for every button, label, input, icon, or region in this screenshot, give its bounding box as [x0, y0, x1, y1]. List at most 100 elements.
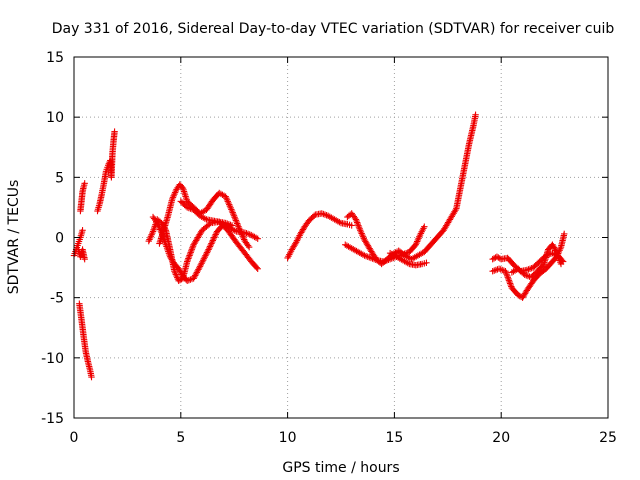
data-point [355, 223, 363, 231]
data-point [211, 234, 218, 241]
x-axis-label: GPS time / hours [282, 460, 399, 476]
x-tick-label: 0 [70, 430, 79, 446]
data-point [212, 231, 219, 238]
data-point [202, 252, 209, 259]
data-point [205, 246, 212, 253]
axis-ticks [73, 56, 609, 419]
data-point [507, 281, 514, 289]
data-point [310, 212, 318, 220]
x-tick-label: 20 [492, 430, 510, 446]
data-point [421, 223, 428, 230]
y-tick-label: -15 [41, 411, 64, 427]
data-point [504, 272, 511, 279]
data-point [230, 212, 238, 219]
data-point [203, 250, 210, 258]
data-point [234, 221, 242, 229]
data-point [353, 219, 361, 226]
data-point [201, 253, 208, 261]
data-point [354, 220, 361, 228]
data-point [505, 275, 512, 283]
data-point [356, 225, 363, 232]
data-point [254, 265, 261, 272]
data-point [188, 246, 196, 253]
data-point [204, 247, 211, 255]
data-point [208, 240, 215, 247]
x-tick-labels: 0 5 10 15 20 25 [70, 430, 617, 446]
data-point [490, 255, 498, 262]
y-tick-label: 5 [55, 170, 64, 186]
data-point [197, 261, 205, 269]
data-point [352, 216, 360, 223]
data-point [230, 210, 237, 218]
data-point [355, 222, 362, 229]
y-tick-label: 0 [55, 231, 64, 247]
data-point [233, 220, 241, 227]
y-axis-label: SDTVAR / TECUs [6, 180, 22, 295]
data-point [353, 217, 360, 225]
data-point [254, 235, 261, 242]
data-point [506, 280, 514, 287]
data-point [348, 222, 355, 229]
data-point [198, 260, 205, 267]
grid [74, 57, 608, 418]
x-tick-label: 15 [385, 430, 403, 446]
data-point [557, 260, 565, 268]
data-point [539, 261, 547, 269]
data-point [81, 255, 88, 263]
data-point [229, 209, 236, 216]
data-point [502, 267, 509, 275]
x-tick-label: 25 [599, 430, 617, 446]
y-tick-label: 15 [46, 50, 64, 66]
data-point [79, 227, 86, 234]
data-point [506, 278, 513, 286]
x-tick-label: 5 [176, 430, 185, 446]
data-point [505, 277, 513, 284]
data-point [452, 206, 459, 214]
data-point [232, 215, 239, 223]
data-point [211, 232, 219, 240]
data-point [188, 247, 195, 255]
y-tick-label: 10 [46, 110, 64, 126]
data-point [187, 249, 194, 256]
data-point [552, 247, 560, 254]
data-point [88, 373, 95, 381]
data-point [210, 235, 217, 243]
y-tick-label: -10 [41, 351, 64, 367]
data-point [208, 238, 216, 246]
data-point [184, 258, 191, 265]
data-point [502, 269, 510, 276]
data-point [233, 218, 240, 226]
data-point [185, 255, 192, 262]
data-point [228, 207, 236, 215]
data-point [81, 180, 88, 187]
data-point [228, 222, 236, 229]
data-point [231, 214, 238, 221]
y-tick-label: -5 [50, 291, 64, 307]
data-point [504, 274, 512, 281]
data-point [111, 128, 118, 135]
x-tick-label: 10 [279, 430, 297, 446]
data-point [206, 243, 214, 250]
data-point [203, 249, 211, 256]
data-point [184, 256, 191, 264]
data-point [207, 241, 214, 249]
data-point [253, 264, 260, 271]
data-point [561, 230, 568, 238]
data-point [186, 250, 194, 258]
data-point [196, 263, 204, 270]
data-point [503, 271, 510, 278]
data-point [196, 264, 203, 272]
data-point [495, 254, 502, 261]
chart-title: Day 331 of 2016, Sidereal Day-to-day VTE… [52, 21, 615, 37]
data-point [200, 255, 208, 262]
data-point [185, 253, 193, 261]
data-point [492, 266, 500, 274]
data-point [244, 242, 252, 249]
data-point [186, 252, 193, 259]
data-point [199, 257, 207, 264]
data-points [70, 111, 568, 381]
data-point [189, 243, 197, 250]
data-point [472, 111, 479, 118]
data-point [423, 259, 430, 266]
